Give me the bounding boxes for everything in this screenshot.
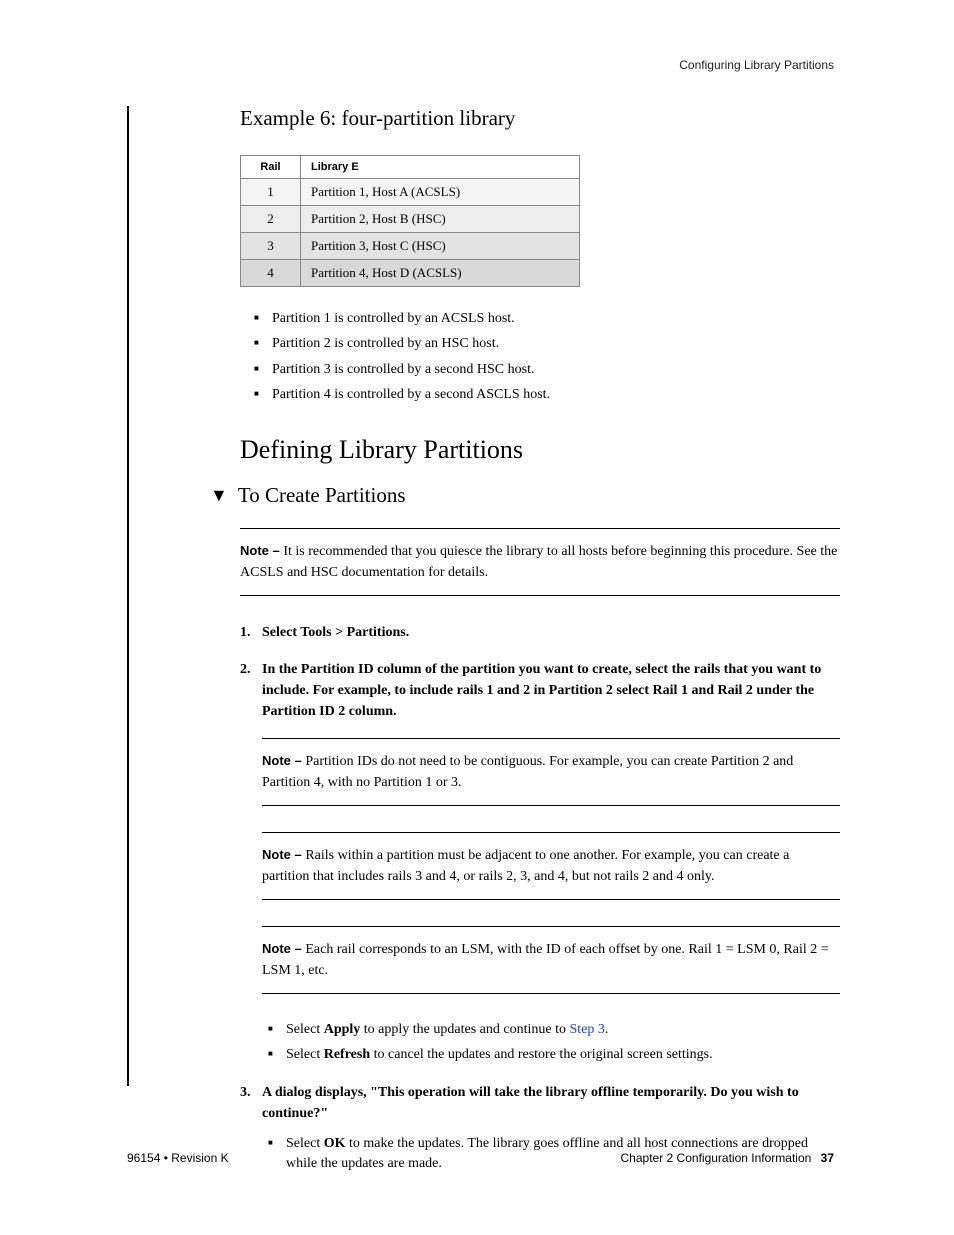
note-label: Note –: [262, 941, 305, 956]
note-block: Note – Partition IDs do not need to be c…: [262, 738, 840, 806]
running-header: Configuring Library Partitions: [679, 58, 834, 72]
example-title: Example 6: four-partition library: [240, 106, 840, 131]
col-library: Library E: [301, 156, 580, 179]
text: Select: [286, 1047, 324, 1062]
step-1: Select Tools > Partitions.: [240, 622, 840, 643]
chapter-label: Chapter 2 Configuration Information: [621, 1151, 812, 1165]
table-header-row: Rail Library E: [241, 156, 580, 179]
list-item: Partition 4 is controlled by a second AS…: [254, 385, 840, 405]
cell-rail: 4: [241, 260, 301, 287]
cell-library: Partition 3, Host C (HSC): [301, 233, 580, 260]
ok-label: OK: [324, 1136, 346, 1151]
note-text: Rails within a partition must be adjacen…: [262, 848, 789, 884]
cell-library: Partition 2, Host B (HSC): [301, 206, 580, 233]
list-item: Partition 2 is controlled by an HSC host…: [254, 334, 840, 354]
page: Configuring Library Partitions Example 6…: [0, 0, 954, 1235]
note-text: Each rail corresponds to an LSM, with th…: [262, 942, 829, 978]
text: Select: [286, 1022, 324, 1037]
page-footer: 96154 • Revision K Chapter 2 Configurati…: [127, 1151, 834, 1165]
cell-library: Partition 4, Host D (ACSLS): [301, 260, 580, 287]
steps-list: Select Tools > Partitions. In the Partit…: [240, 622, 840, 1174]
note-text: Partition IDs do not need to be contiguo…: [262, 754, 793, 790]
cell-rail: 1: [241, 179, 301, 206]
step-text: A dialog displays, "This operation will …: [262, 1085, 799, 1121]
list-item: Select Refresh to cancel the updates and…: [268, 1045, 840, 1065]
note-label: Note –: [262, 753, 305, 768]
text: to cancel the updates and restore the or…: [370, 1047, 713, 1062]
step-2: In the Partition ID column of the partit…: [240, 659, 840, 1066]
note-block: Note – Rails within a partition must be …: [262, 832, 840, 900]
cell-library: Partition 1, Host A (ACSLS): [301, 179, 580, 206]
task-heading-row: ▼ To Create Partitions: [210, 483, 840, 508]
note-block: Note – Each rail corresponds to an LSM, …: [262, 926, 840, 994]
section-title: Defining Library Partitions: [240, 435, 840, 465]
cell-rail: 2: [241, 206, 301, 233]
table-row: 2 Partition 2, Host B (HSC): [241, 206, 580, 233]
note-text: It is recommended that you quiesce the l…: [240, 544, 837, 580]
note-block: Note – It is recommended that you quiesc…: [240, 528, 840, 596]
triangle-down-icon: ▼: [210, 485, 228, 506]
list-item: Select Apply to apply the updates and co…: [268, 1020, 840, 1040]
text: Select: [286, 1136, 324, 1151]
footer-left: 96154 • Revision K: [127, 1151, 229, 1165]
note-label: Note –: [262, 847, 305, 862]
change-bar: [127, 106, 129, 1086]
note-label: Note –: [240, 543, 283, 558]
apply-label: Apply: [324, 1022, 361, 1037]
table-row: 1 Partition 1, Host A (ACSLS): [241, 179, 580, 206]
table-row: 3 Partition 3, Host C (HSC): [241, 233, 580, 260]
list-item: Partition 3 is controlled by a second HS…: [254, 360, 840, 380]
step-2-bullets: Select Apply to apply the updates and co…: [268, 1020, 840, 1066]
step-text: Select Tools > Partitions.: [262, 625, 409, 640]
text: .: [605, 1022, 609, 1037]
step-3-link[interactable]: Step 3: [569, 1022, 604, 1037]
refresh-label: Refresh: [324, 1047, 370, 1062]
footer-right: Chapter 2 Configuration Information 37: [621, 1151, 834, 1165]
page-number: 37: [821, 1151, 834, 1165]
partition-table: Rail Library E 1 Partition 1, Host A (AC…: [240, 155, 580, 287]
table-row: 4 Partition 4, Host D (ACSLS): [241, 260, 580, 287]
step-text: In the Partition ID column of the partit…: [262, 662, 821, 719]
task-title: To Create Partitions: [238, 483, 406, 508]
content-area: Example 6: four-partition library Rail L…: [240, 106, 840, 1190]
cell-rail: 3: [241, 233, 301, 260]
col-rail: Rail: [241, 156, 301, 179]
list-item: Partition 1 is controlled by an ACSLS ho…: [254, 309, 840, 329]
text: to apply the updates and continue to: [360, 1022, 569, 1037]
example-bullets: Partition 1 is controlled by an ACSLS ho…: [254, 309, 840, 405]
